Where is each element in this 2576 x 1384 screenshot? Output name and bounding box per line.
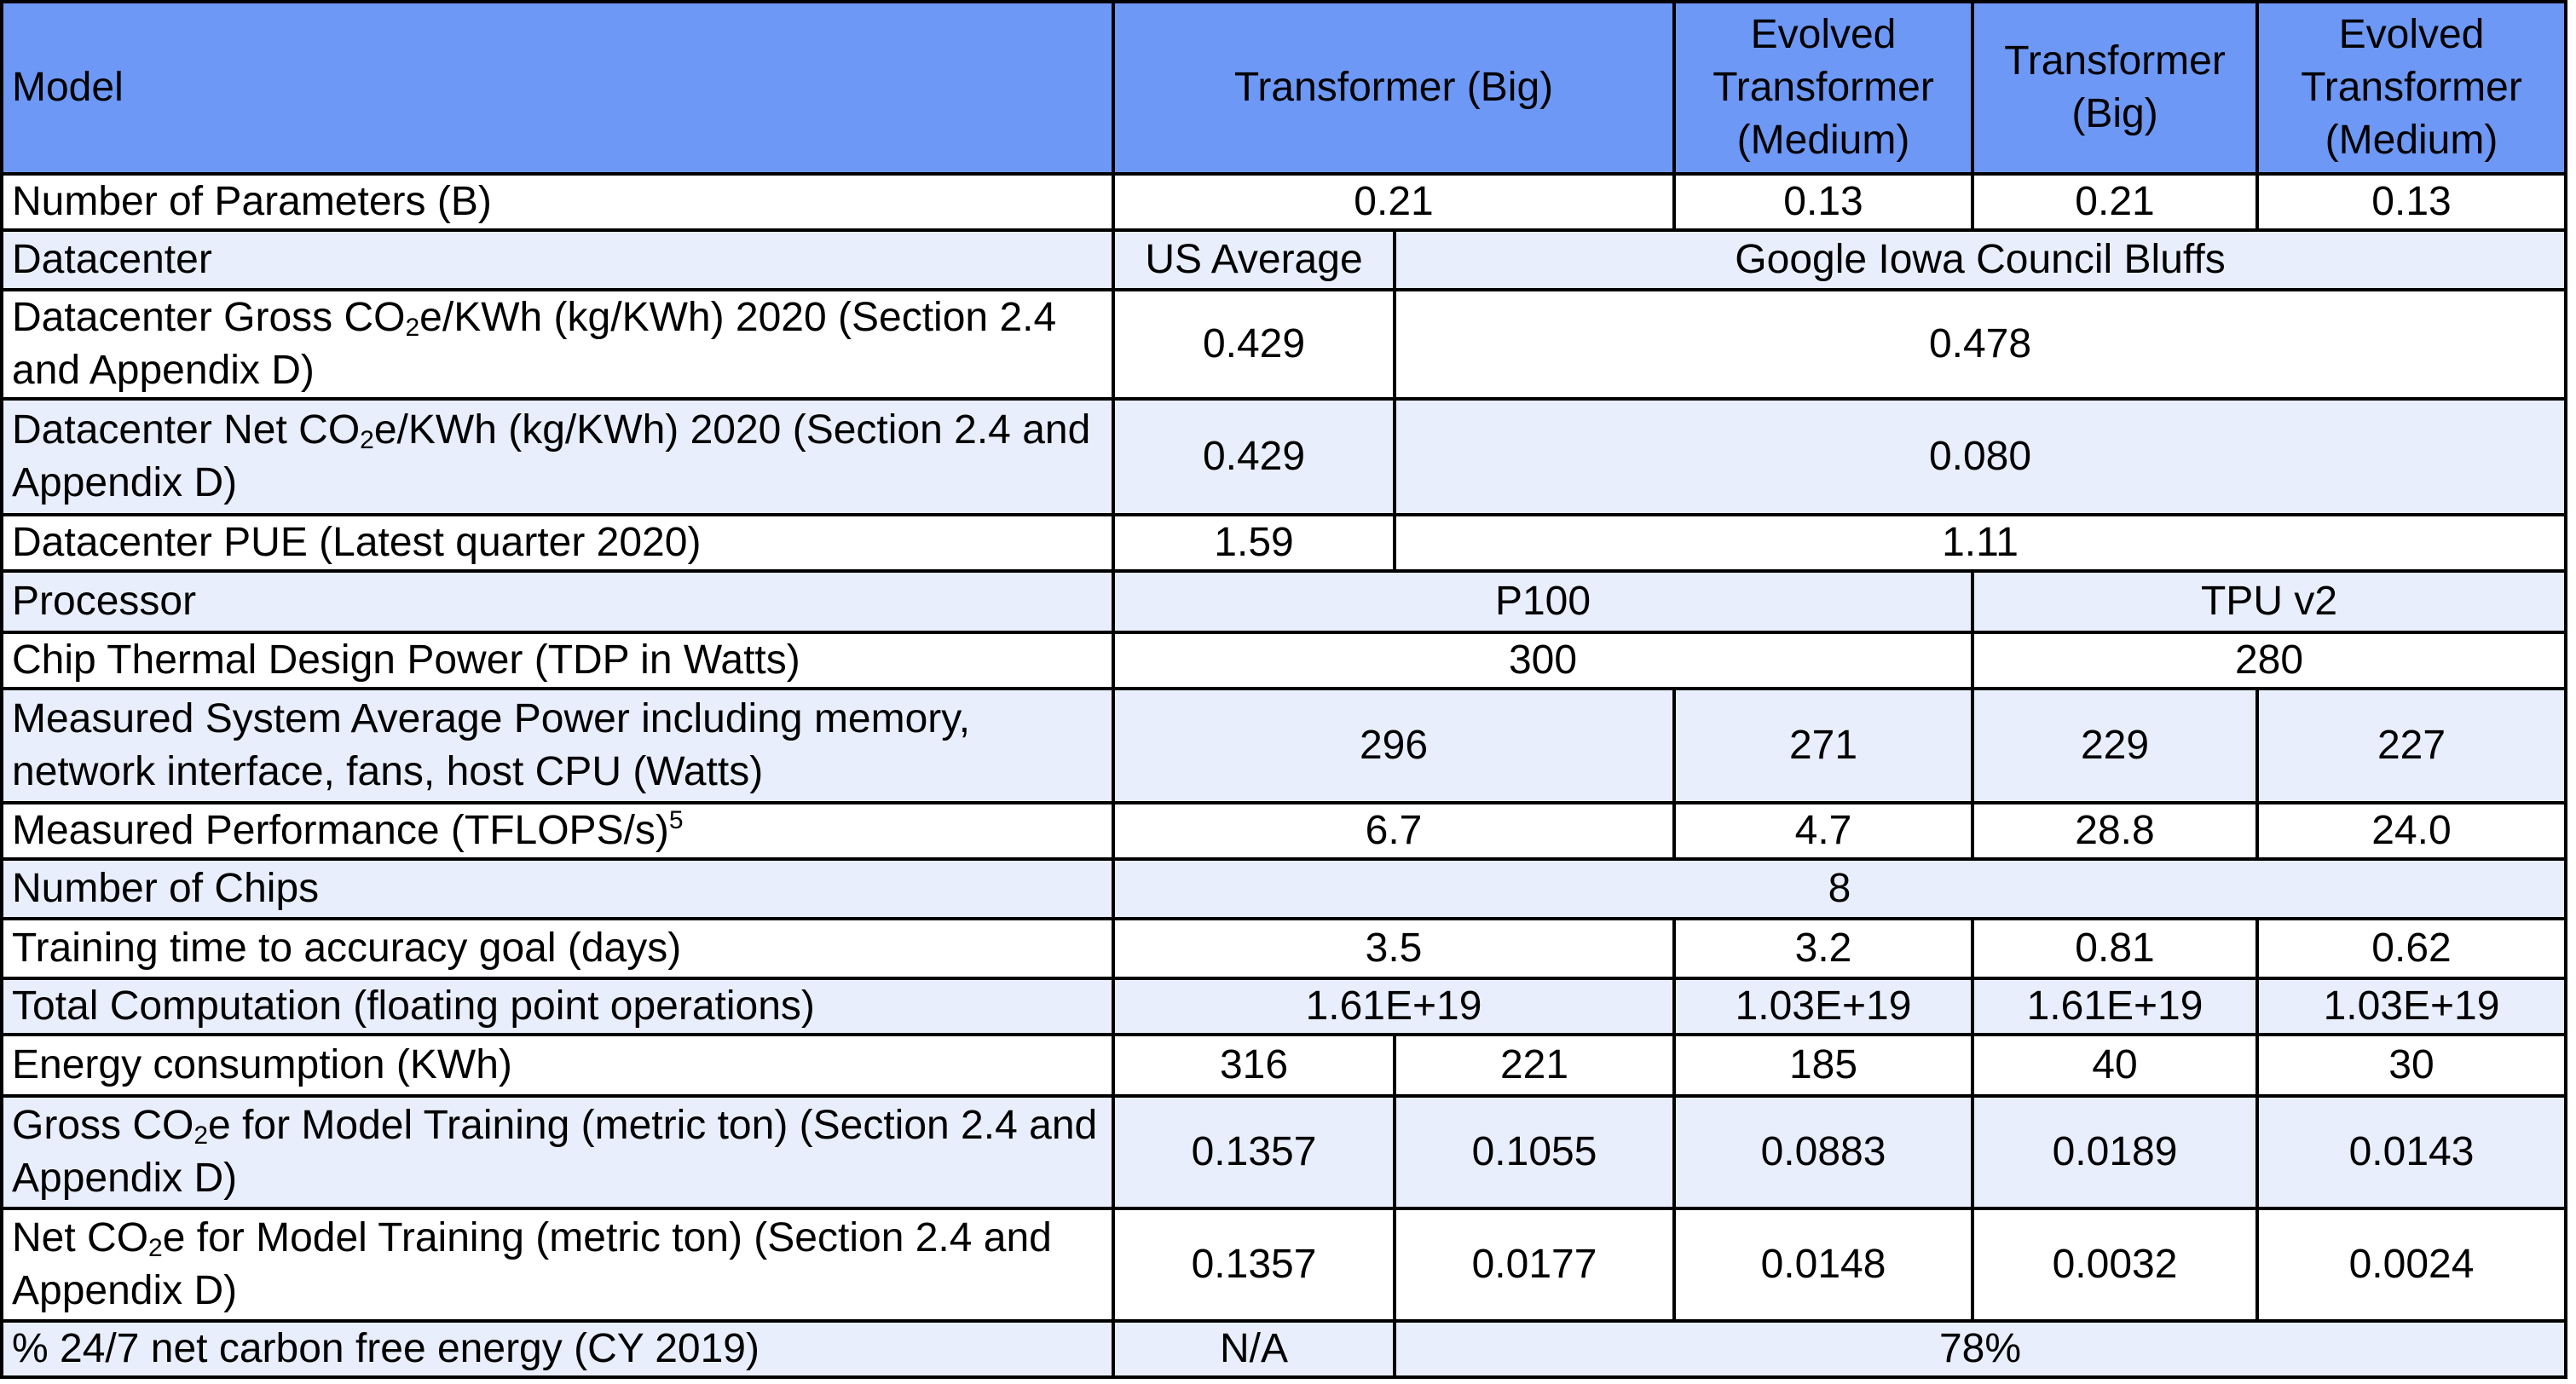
cell-value: 24.0 [2255, 801, 2567, 861]
cell-value: 271 [1672, 687, 1974, 804]
row-label: Datacenter PUE (Latest quarter 2020) [0, 513, 1115, 573]
cell-value: 185 [1672, 1033, 1974, 1098]
cell-value: 296 [1112, 687, 1676, 804]
table-row-energy: Energy consumption (KWh) 316 221 185 40 … [0, 1033, 2567, 1098]
table-row-chips: Number of Chips 8 [0, 857, 2567, 920]
header-evolved-transformer-tpu: Evolved Transformer (Medium) [2255, 0, 2567, 176]
cell-value: 0.1357 [1112, 1094, 1396, 1210]
cell-value: 0.81 [1971, 917, 2259, 980]
cell-value: 0.21 [1112, 172, 1676, 232]
cell-value: 0.0883 [1672, 1094, 1974, 1210]
cell-value: 30 [2255, 1033, 2567, 1098]
cell-value: 0.0024 [2255, 1207, 2567, 1323]
cell-value: 0.62 [2255, 917, 2567, 980]
cell-value: 0.0143 [2255, 1094, 2567, 1210]
cell-value: 221 [1393, 1033, 1676, 1098]
row-label: Training time to accuracy goal (days) [0, 917, 1115, 980]
table-row-average-power: Measured System Average Power including … [0, 687, 2567, 804]
table-row-parameters: Number of Parameters (B) 0.21 0.13 0.21 … [0, 172, 2567, 232]
cell-value: 40 [1971, 1033, 2259, 1098]
cell-value: 0.080 [1393, 397, 2567, 516]
row-label: Total Computation (floating point operat… [0, 977, 1115, 1036]
table-row-tdp: Chip Thermal Design Power (TDP in Watts)… [0, 631, 2567, 690]
table-row-carbon-free-energy: % 24/7 net carbon free energy (CY 2019) … [0, 1319, 2567, 1379]
table-row-processor: Processor P100 TPU v2 [0, 569, 2567, 634]
cell-value: 0.1055 [1393, 1094, 1676, 1210]
cell-value: 3.5 [1112, 917, 1676, 980]
cell-value: 0.0032 [1971, 1207, 2259, 1323]
cell-value: P100 [1112, 569, 1974, 634]
row-label: Processor [0, 569, 1115, 634]
cell-value: TPU v2 [1971, 569, 2567, 634]
footnote-marker: 5 [668, 806, 684, 834]
cell-value: 0.0148 [1672, 1207, 1974, 1323]
row-label: Energy consumption (KWh) [0, 1033, 1115, 1098]
header-evolved-transformer-gpu: Evolved Transformer (Medium) [1672, 0, 1974, 176]
cell-value: N/A [1112, 1319, 1396, 1379]
cell-value: 316 [1112, 1033, 1396, 1098]
header-row: Model Transformer (Big) Evolved Transfor… [0, 0, 2567, 176]
cell-value: 0.0189 [1971, 1094, 2259, 1210]
cell-value: 0.21 [1971, 172, 2259, 232]
cell-value: 1.59 [1112, 513, 1396, 573]
cell-value: 8 [1112, 857, 2567, 920]
row-label: Datacenter Gross CO2e/KWh (kg/KWh) 2020 … [0, 288, 1115, 401]
row-label: Chip Thermal Design Power (TDP in Watts) [0, 631, 1115, 690]
row-label: Number of Parameters (B) [0, 172, 1115, 232]
header-transformer-big-tpu: Transformer (Big) [1971, 0, 2259, 176]
cell-value: 1.11 [1393, 513, 2567, 573]
table-row-computation: Total Computation (floating point operat… [0, 977, 2567, 1036]
row-label: Net CO2e for Model Training (metric ton)… [0, 1207, 1115, 1323]
table-row-gross-co2: Gross CO2e for Model Training (metric to… [0, 1094, 2567, 1210]
table-row-gross-intensity: Datacenter Gross CO2e/KWh (kg/KWh) 2020 … [0, 288, 2567, 401]
row-label: Measured System Average Power including … [0, 687, 1115, 804]
table-row-pue: Datacenter PUE (Latest quarter 2020) 1.5… [0, 513, 2567, 573]
table-row-net-co2: Net CO2e for Model Training (metric ton)… [0, 1207, 2567, 1323]
cell-value: 0.429 [1112, 397, 1396, 516]
header-model: Model [0, 0, 1115, 176]
row-label: Datacenter Net CO2e/KWh (kg/KWh) 2020 (S… [0, 397, 1115, 516]
table-row-net-intensity: Datacenter Net CO2e/KWh (kg/KWh) 2020 (S… [0, 397, 2567, 516]
cell-value: 0.478 [1393, 288, 2567, 401]
header-transformer-big-gpu: Transformer (Big) [1112, 0, 1676, 176]
cell-value: 0.1357 [1112, 1207, 1396, 1323]
cell-value: 0.429 [1112, 288, 1396, 401]
cell-value: 4.7 [1672, 801, 1974, 861]
cell-value: 227 [2255, 687, 2567, 804]
table-row-datacenter: Datacenter US Average Google Iowa Counci… [0, 228, 2567, 291]
cell-value: 1.03E+19 [1672, 977, 1974, 1036]
table-row-performance: Measured Performance (TFLOPS/s)5 6.7 4.7… [0, 801, 2567, 861]
cell-value: 6.7 [1112, 801, 1676, 861]
cell-value: 1.61E+19 [1112, 977, 1676, 1036]
row-label: Datacenter [0, 228, 1115, 291]
row-label: Number of Chips [0, 857, 1115, 920]
cell-value: 300 [1112, 631, 1974, 690]
cell-value: 28.8 [1971, 801, 2259, 861]
table-row-training-time: Training time to accuracy goal (days) 3.… [0, 917, 2567, 980]
row-label: Measured Performance (TFLOPS/s)5 [0, 801, 1115, 861]
cell-value: 1.61E+19 [1971, 977, 2259, 1036]
cell-value: 0.13 [1672, 172, 1974, 232]
cell-value: 280 [1971, 631, 2567, 690]
cell-value: 1.03E+19 [2255, 977, 2567, 1036]
row-label: Gross CO2e for Model Training (metric to… [0, 1094, 1115, 1210]
cell-value: 0.13 [2255, 172, 2567, 232]
cell-value: Google Iowa Council Bluffs [1393, 228, 2567, 291]
row-label: % 24/7 net carbon free energy (CY 2019) [0, 1319, 1115, 1379]
cell-value: 229 [1971, 687, 2259, 804]
cell-value: 0.0177 [1393, 1207, 1676, 1323]
cell-value: 78% [1393, 1319, 2567, 1379]
cell-value: US Average [1112, 228, 1396, 291]
cell-value: 3.2 [1672, 917, 1974, 980]
